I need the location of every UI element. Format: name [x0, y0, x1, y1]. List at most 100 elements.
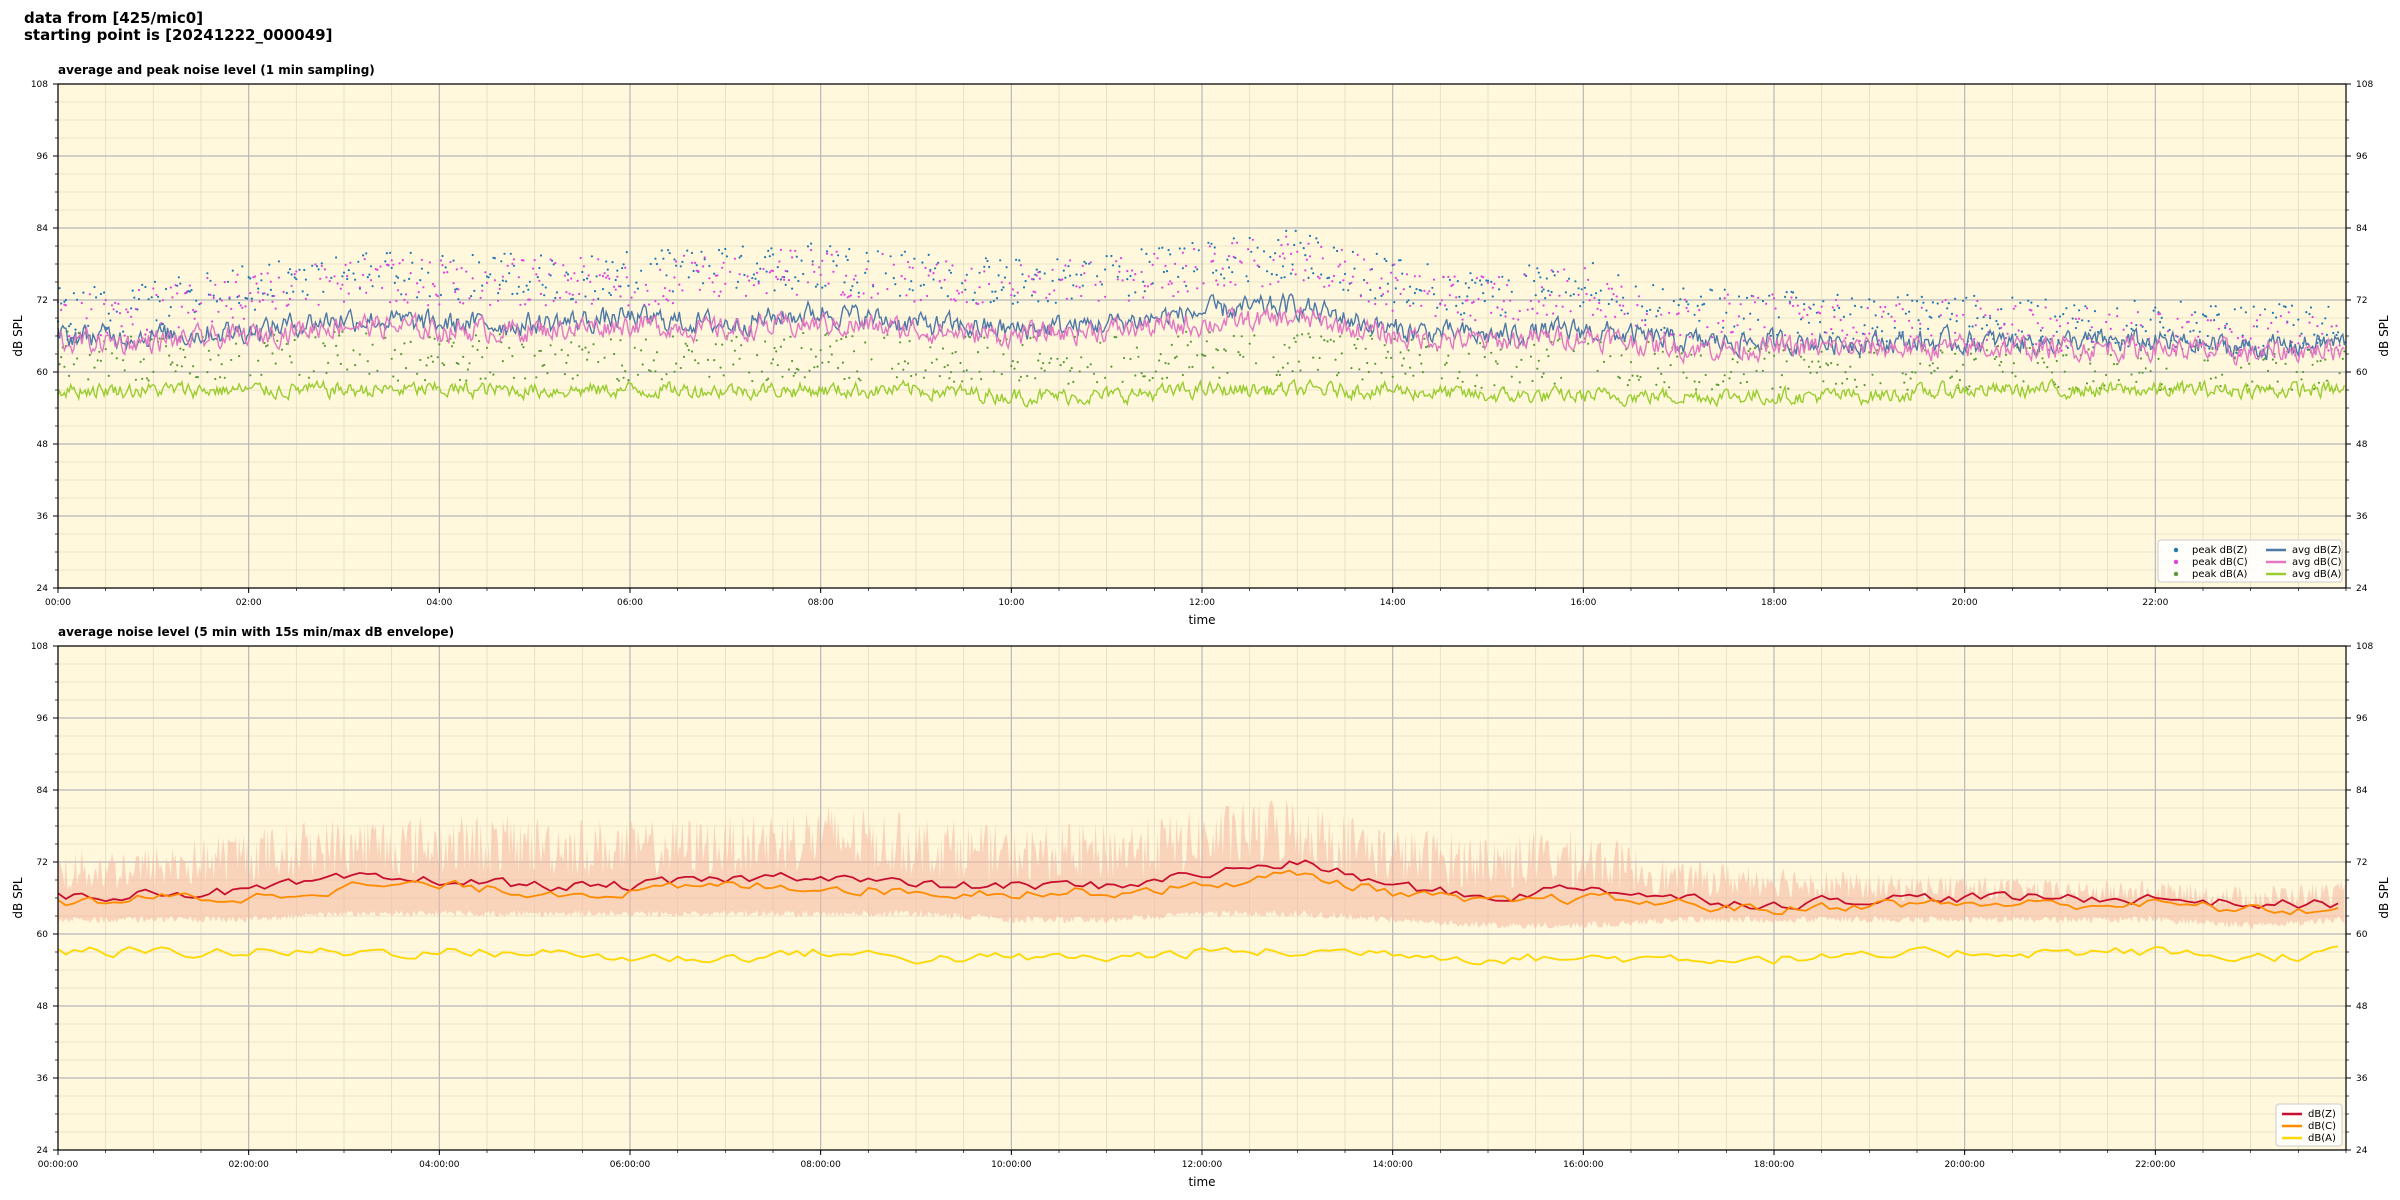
data-point: [756, 262, 759, 265]
data-point: [1682, 287, 1685, 290]
data-point: [489, 303, 492, 306]
data-point: [260, 272, 263, 275]
data-point: [503, 252, 506, 255]
data-point: [1442, 275, 1445, 278]
data-point: [2020, 330, 2023, 333]
data-point: [1742, 317, 1745, 320]
data-point: [314, 336, 317, 339]
data-point: [845, 335, 848, 339]
data-point: [481, 284, 484, 287]
data-point: [800, 259, 803, 262]
data-point: [1680, 352, 1683, 355]
data-point: [976, 351, 980, 354]
data-point: [1698, 319, 1701, 322]
data-point: [174, 284, 177, 287]
data-point: [1733, 325, 1736, 328]
data-point: [511, 262, 514, 265]
data-point: [824, 284, 827, 287]
data-point: [961, 291, 964, 294]
data-point: [87, 324, 90, 327]
data-point: [2144, 367, 2147, 370]
data-point: [770, 362, 773, 365]
data-point: [390, 357, 393, 360]
data-point: [517, 285, 520, 288]
data-point: [1803, 358, 1806, 361]
data-point: [708, 264, 711, 268]
data-point: [1084, 262, 1088, 265]
data-point: [428, 261, 431, 264]
data-point: [400, 353, 403, 356]
data-point: [435, 293, 438, 296]
data-point: [241, 306, 244, 309]
data-point: [1973, 294, 1976, 297]
data-point: [2109, 354, 2112, 357]
data-point: [497, 292, 500, 295]
data-point: [498, 333, 501, 336]
data-point: [1224, 349, 1227, 352]
data-point: [1822, 300, 1825, 303]
data-point: [307, 376, 311, 379]
data-point: [1995, 355, 1998, 358]
data-point: [1105, 255, 1108, 258]
data-point: [1587, 278, 1590, 281]
data-point: [182, 348, 185, 351]
data-point: [478, 340, 481, 343]
data-point: [694, 359, 697, 362]
data-point: [433, 285, 436, 288]
data-point: [1537, 359, 1540, 362]
data-point: [655, 262, 659, 266]
data-point: [1262, 250, 1266, 253]
data-point: [539, 254, 543, 257]
data-point: [835, 339, 838, 342]
data-point: [2297, 318, 2300, 321]
data-point: [493, 257, 496, 260]
data-point: [827, 360, 830, 364]
data-point: [1143, 290, 1146, 293]
data-point: [1299, 369, 1302, 372]
data-point: [738, 357, 741, 360]
data-point: [555, 291, 559, 294]
data-point: [1529, 355, 1532, 358]
data-point: [559, 296, 562, 299]
data-point: [2089, 362, 2092, 365]
data-point: [137, 297, 141, 301]
data-point: [2224, 326, 2227, 329]
data-point: [384, 336, 387, 339]
data-point: [1448, 294, 1451, 297]
data-point: [2263, 308, 2267, 311]
data-point: [911, 266, 914, 269]
data-point: [195, 299, 198, 302]
data-point: [1893, 326, 1896, 329]
data-point: [983, 336, 986, 339]
data-point: [1080, 356, 1083, 359]
data-point: [2011, 371, 2014, 374]
data-point: [892, 277, 895, 280]
data-point: [1169, 253, 1172, 256]
data-point: [155, 319, 158, 322]
data-point: [1717, 383, 1720, 387]
data-point: [271, 294, 274, 298]
data-point: [1710, 388, 1714, 391]
data-point: [954, 350, 957, 354]
data-point: [1555, 304, 1558, 308]
data-point: [1569, 294, 1572, 297]
data-point: [2325, 333, 2328, 336]
data-point: [408, 277, 411, 280]
data-point: [2003, 323, 2006, 326]
data-point: [1596, 307, 1599, 310]
data-point: [74, 328, 77, 331]
data-point: [1391, 375, 1394, 378]
data-point: [1612, 293, 1615, 296]
data-point: [1723, 374, 1726, 377]
y-axis-label-right: dB SPL: [2377, 877, 2391, 919]
data-point: [1540, 286, 1544, 289]
data-point: [1544, 297, 1547, 300]
data-point: [1836, 293, 1839, 296]
data-point: [1148, 379, 1151, 382]
data-point: [2159, 388, 2162, 392]
data-point: [385, 252, 388, 255]
data-point: [1048, 293, 1051, 296]
data-point: [1463, 312, 1466, 315]
data-point: [679, 366, 682, 370]
data-point: [862, 292, 865, 295]
